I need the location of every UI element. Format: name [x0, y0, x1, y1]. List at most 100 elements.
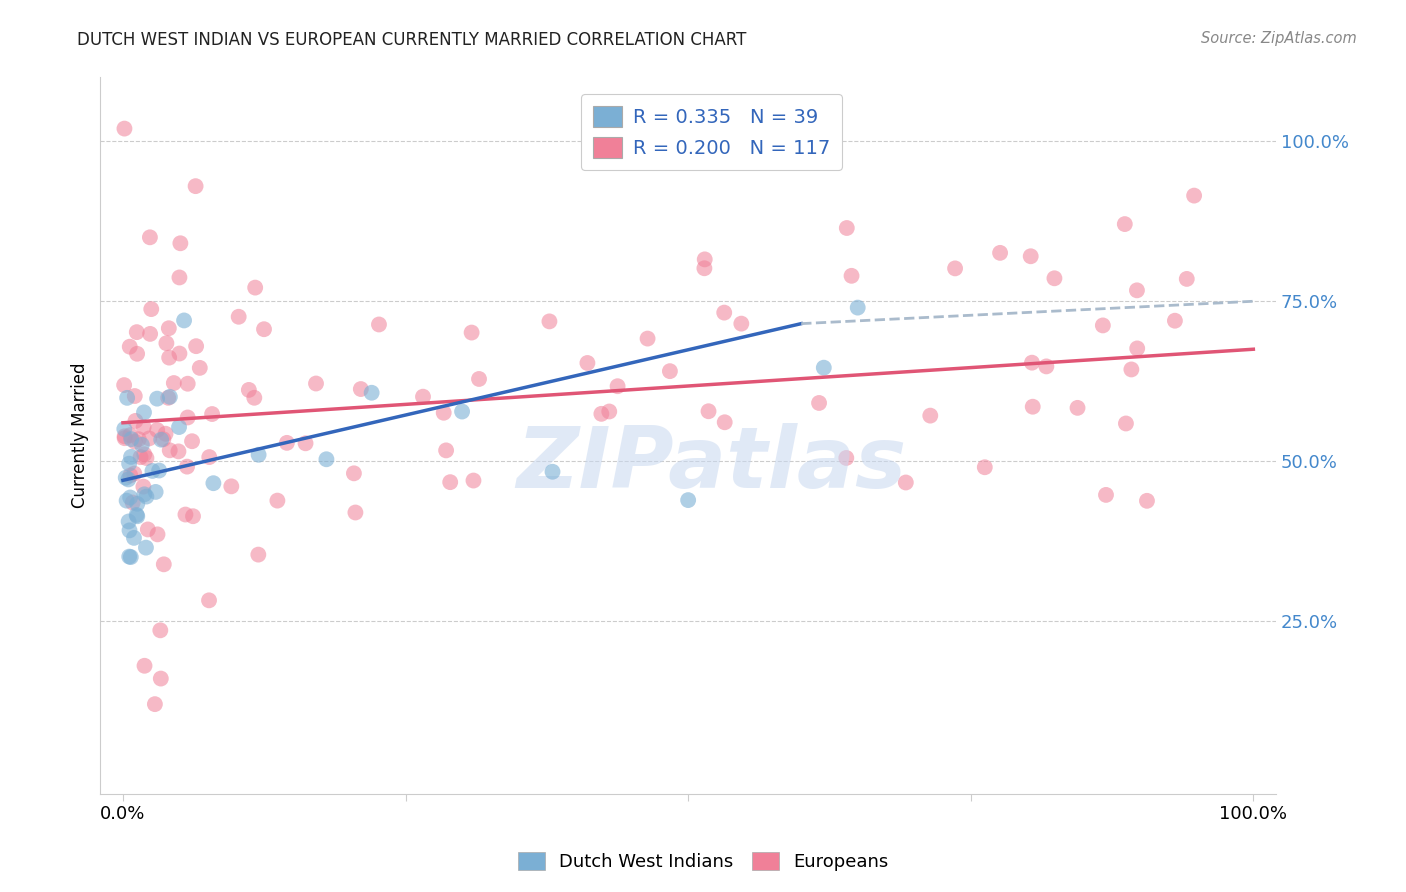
Point [157, 391, 180, 405]
Point [155, 336, 177, 351]
Point [343, 467, 366, 481]
Point [136, 523, 159, 537]
Point [247, 448, 270, 462]
Point [591, 407, 613, 421]
Point [247, 548, 270, 562]
Point [1066, 401, 1088, 415]
Point [124, 467, 146, 481]
Point [120, 550, 142, 565]
Point [538, 314, 561, 328]
Point [155, 426, 177, 441]
Point [135, 451, 157, 466]
Point [148, 463, 170, 477]
Point [1043, 271, 1066, 285]
Point [145, 484, 167, 499]
Point [134, 658, 156, 673]
Point [146, 527, 169, 541]
Point [174, 508, 197, 522]
Point [1095, 488, 1118, 502]
Point [131, 438, 153, 452]
Point [143, 697, 166, 711]
Point [132, 480, 155, 494]
Point [713, 305, 735, 319]
Point [368, 318, 391, 332]
Point [973, 460, 995, 475]
Point [201, 407, 224, 421]
Point [198, 450, 221, 464]
Point [813, 360, 835, 375]
Point [125, 325, 148, 339]
Text: DUTCH WEST INDIAN VS EUROPEAN CURRENTLY MARRIED CORRELATION CHART: DUTCH WEST INDIAN VS EUROPEAN CURRENTLY … [77, 31, 747, 49]
Point [149, 672, 172, 686]
Point [184, 339, 207, 353]
Point [120, 450, 142, 464]
Point [150, 433, 173, 447]
Point [163, 376, 186, 390]
Point [606, 379, 628, 393]
Point [152, 432, 174, 446]
Point [176, 459, 198, 474]
Point [713, 415, 735, 429]
Point [305, 376, 328, 391]
Point [120, 491, 142, 505]
Point [253, 322, 276, 336]
Point [541, 465, 564, 479]
Point [114, 121, 136, 136]
Point [117, 515, 139, 529]
Point [120, 432, 142, 446]
Point [676, 493, 699, 508]
Point [693, 252, 716, 267]
Point [139, 326, 162, 341]
Point [1021, 356, 1043, 370]
Point [139, 230, 162, 244]
Point [115, 493, 138, 508]
Point [598, 404, 620, 418]
Point [117, 472, 139, 486]
Point [1175, 272, 1198, 286]
Point [1121, 362, 1143, 376]
Point [169, 346, 191, 360]
Point [576, 356, 599, 370]
Point [846, 301, 869, 315]
Point [460, 326, 482, 340]
Point [434, 443, 457, 458]
Point [146, 392, 169, 406]
Point [134, 487, 156, 501]
Point [243, 280, 266, 294]
Point [433, 406, 456, 420]
Point [350, 382, 373, 396]
Point [146, 423, 169, 437]
Point [167, 444, 190, 458]
Point [1035, 359, 1057, 374]
Point [1114, 217, 1136, 231]
Point [238, 383, 260, 397]
Point [112, 422, 135, 436]
Text: Source: ZipAtlas.com: Source: ZipAtlas.com [1201, 31, 1357, 46]
Point [127, 347, 149, 361]
Point [173, 313, 195, 327]
Point [128, 432, 150, 446]
Point [1115, 417, 1137, 431]
Point [1136, 493, 1159, 508]
Point [177, 376, 200, 391]
Point [169, 270, 191, 285]
Point [697, 404, 720, 418]
Point [132, 420, 155, 434]
Point [920, 409, 942, 423]
Point [159, 390, 181, 404]
Point [1126, 283, 1149, 297]
Point [135, 490, 157, 504]
Point [412, 390, 434, 404]
Point [221, 479, 243, 493]
Point [135, 541, 157, 555]
Point [129, 450, 152, 464]
Point [202, 476, 225, 491]
Point [176, 410, 198, 425]
Point [149, 624, 172, 638]
Point [181, 434, 204, 449]
Point [141, 464, 163, 478]
Point [1126, 342, 1149, 356]
Point [360, 385, 382, 400]
Point [730, 317, 752, 331]
Point [124, 434, 146, 449]
